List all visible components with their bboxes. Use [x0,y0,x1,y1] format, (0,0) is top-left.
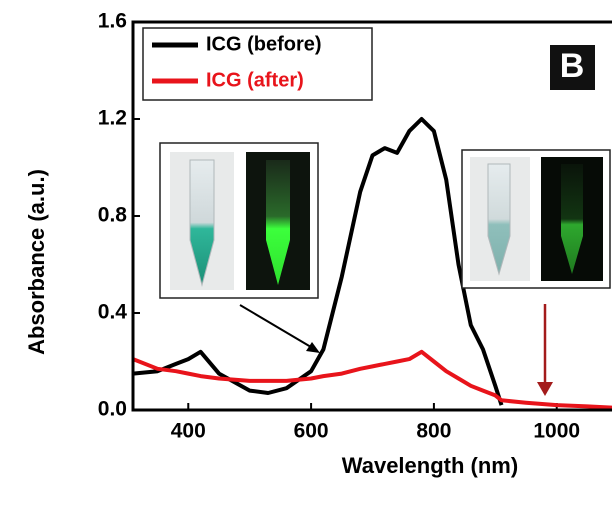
x-tick-label: 400 [171,420,206,443]
series-line [133,349,612,410]
legend-label: ICG (after) [206,69,304,91]
series-group [133,117,612,410]
series-line [133,117,504,406]
arrows [239,304,553,396]
legend: ICG (before) ICG (after) [142,27,373,101]
y-axis-label: Absorbance (a.u.) [24,169,49,355]
inset-left [159,142,319,299]
inset-right [461,149,611,289]
x-axis-label: Wavelength (nm) [342,453,518,478]
x-tick-label: 1000 [533,420,580,443]
panel-label: B [560,47,585,85]
y-tick-label: 0.8 [98,204,128,227]
axes-frame [131,20,612,412]
y-tick-label: 0.4 [98,301,128,324]
x-tick-label: 800 [416,420,451,443]
y-tick-label: 0.0 [98,398,127,421]
y-tick-label: 1.6 [98,10,127,33]
plot-area: 0.0 0.4 0.8 1.2 1.6 400 600 800 1000 [98,10,612,443]
legend-label: ICG (before) [206,33,322,55]
x-tick-label: 600 [294,420,329,443]
panel-badge: B [550,45,595,90]
y-tick-label: 1.2 [98,107,127,130]
